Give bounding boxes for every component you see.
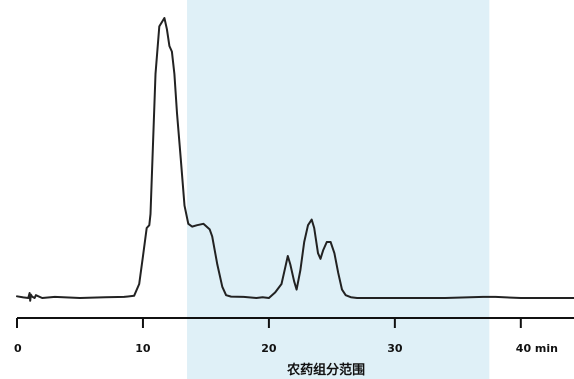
pesticide-range-label: 农药组分范围: [286, 362, 365, 378]
x-tick-label-20: 20: [261, 342, 277, 355]
chromatogram-trace: [16, 17, 574, 302]
x-tick-label-10: 10: [135, 342, 151, 355]
pesticide-range-shading: [187, 0, 490, 379]
x-axis-ticks: 0 10 20 30 40 min: [14, 318, 558, 355]
x-tick-label-40: 40 min: [516, 342, 558, 355]
x-tick-label-0: 0: [14, 342, 22, 355]
x-tick-label-30: 30: [387, 342, 403, 355]
